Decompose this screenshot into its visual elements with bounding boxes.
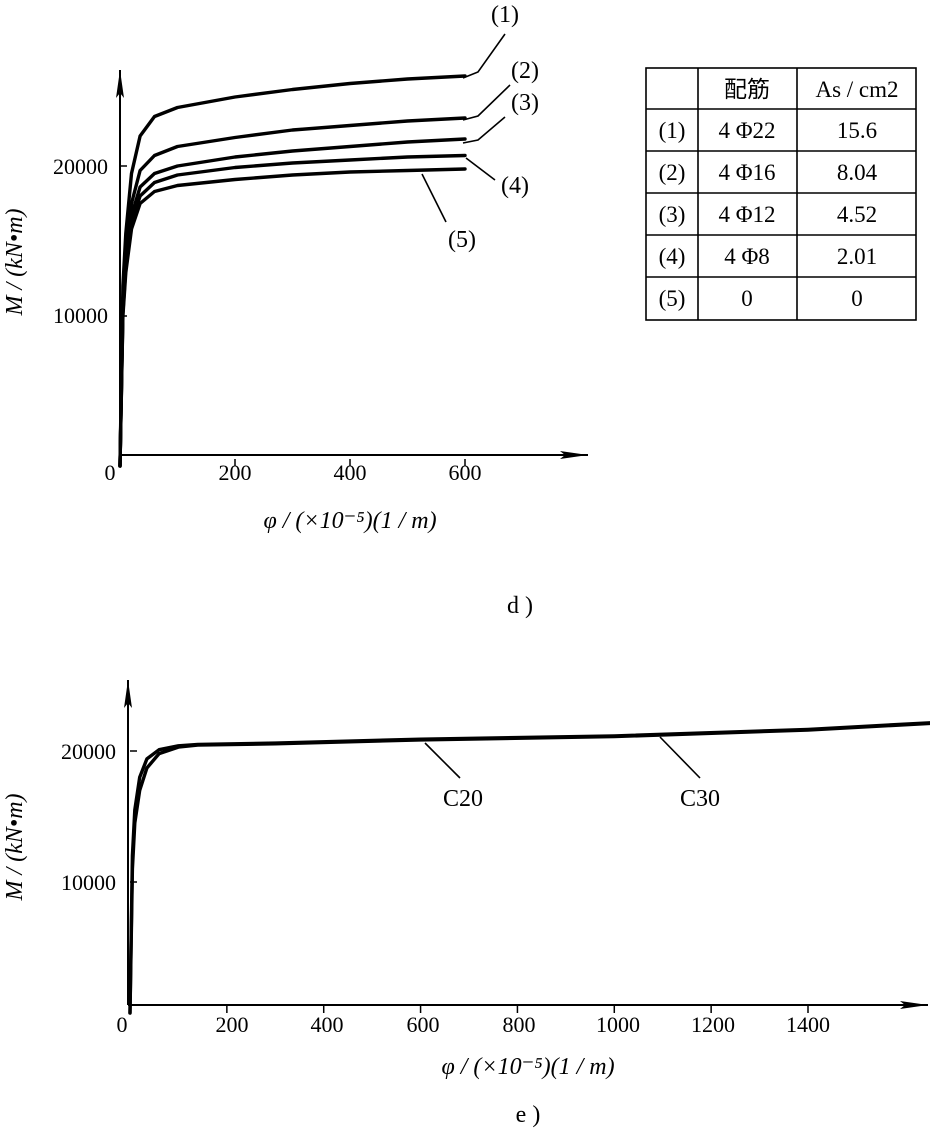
chart-e-y-tick-label: 20000 [61,739,116,764]
curve-label-3: (3) [511,90,539,116]
table-cell: 4 Φ22 [718,118,775,143]
chart-d-x-axis-label: φ / (×10⁻⁵)(1 / m) [263,508,436,534]
table-cell: (2) [659,160,686,185]
leader-1 [462,33,506,79]
chart-e-x-tick-label: 1200 [691,1012,735,1037]
chart-d: 0 200 400 600 10000 20000 M / (kN•m) φ /… [2,2,917,619]
table-cell: 15.6 [837,118,877,143]
table-cell: 0 [741,286,753,311]
table-cell: 8.04 [837,160,878,185]
table-cell: 4 Φ12 [718,202,775,227]
chart-d-y-tick-label: 20000 [53,154,108,179]
chart-e-x-tick-label: 0 [117,1012,128,1037]
chart-d-series-line-5 [118,167,467,468]
curve-label-5: (5) [448,227,476,253]
curve-label-2: (2) [511,58,539,84]
chart-e-x-tick-label: 1400 [786,1012,830,1037]
caption-d: d ) [507,593,533,619]
chart-d-x-tick-label: 600 [449,460,482,485]
table-cell: (3) [659,202,686,227]
chart-d-x-tick-label: 200 [219,460,252,485]
leader-5 [421,173,447,223]
chart-e-y-axis-label: M / (kN•m) [2,793,28,901]
chart-e-y-tick-label: 10000 [61,870,116,895]
table-cell: 4 Φ16 [718,160,775,185]
curve-label-1: (1) [491,2,519,28]
chart-d-series-line-1 [118,74,467,468]
chart-e-x-tick-label: 1000 [596,1012,640,1037]
chart-e-x-tick-label: 800 [503,1012,536,1037]
table-header-area: As / cm2 [815,77,898,102]
table-cell: 2.01 [837,244,877,269]
caption-e: e ) [516,1102,541,1128]
leader-3 [462,116,506,144]
table-header-reinforcement: 配筋 [724,77,770,102]
reinforcement-table: 配筋 As / cm2 (1) 4 Φ22 15.6 (2) 4 Φ16 8.0… [645,67,917,321]
chart-e-x-tick-label: 600 [407,1012,440,1037]
chart-e: 0 200 400 600 800 1000 1200 1400 10000 2… [2,680,930,1128]
table-cell: 4 Φ8 [724,244,770,269]
chart-d-y-tick-label: 10000 [53,303,108,328]
leader-c20 [424,742,461,779]
table-cell: (4) [659,244,686,269]
chart-d-series-line-4 [118,153,467,468]
curve-label-4: (4) [501,173,529,199]
chart-e-series-line-1 [128,721,930,1015]
leader-4 [465,157,496,181]
chart-e-x-axis-label: φ / (×10⁻⁵)(1 / m) [441,1054,614,1080]
chart-d-x-tick-label: 400 [334,460,367,485]
curve-label-c30: C30 [680,786,720,812]
table-cell: (5) [659,286,686,311]
chart-d-y-axis-label: M / (kN•m) [2,208,28,316]
chart-d-x-tick-label: 0 [105,460,116,485]
table-cell: 0 [851,286,863,311]
table-cell: (1) [659,118,686,143]
leader-c30 [659,736,701,779]
curve-label-c20: C20 [443,786,483,812]
chart-e-x-tick-label: 200 [216,1012,249,1037]
leader-2 [462,84,511,121]
chart-e-x-tick-label: 400 [311,1012,344,1037]
table-border [645,67,917,321]
table-cell: 4.52 [837,202,877,227]
chart-e-series-line-2 [128,721,930,1015]
